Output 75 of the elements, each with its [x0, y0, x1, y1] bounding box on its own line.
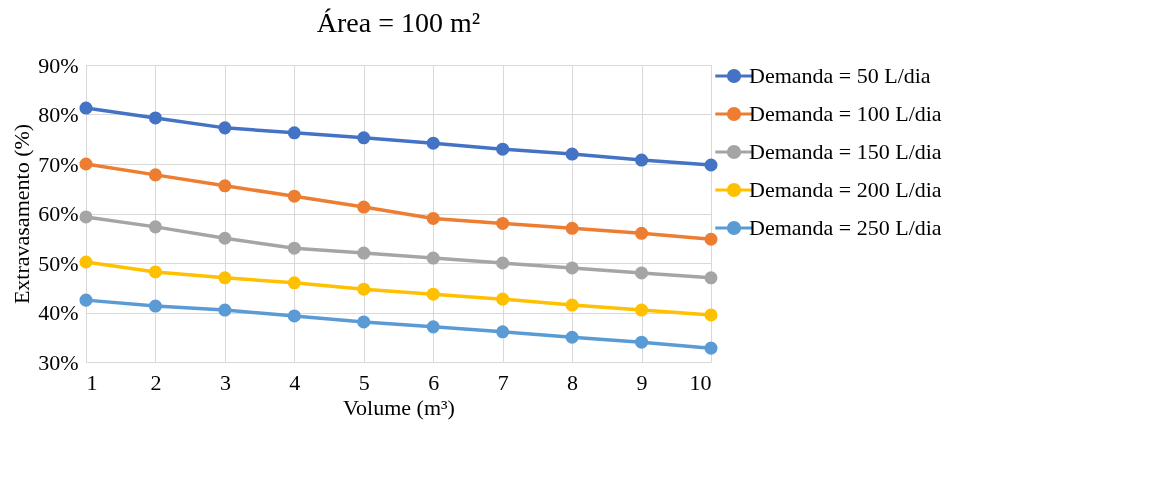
y-tick-label: 40%: [38, 300, 79, 325]
point: [565, 221, 579, 235]
point: [148, 168, 162, 182]
x-tick-label: 4: [289, 369, 301, 395]
point: [357, 200, 371, 214]
x-tick-label: 10: [689, 369, 712, 395]
point: [218, 271, 232, 285]
y-tick-label: 60%: [38, 201, 79, 226]
legend-label: Demanda = 250 L/dia: [749, 215, 942, 240]
legend-label: Demanda = 100 L/dia: [749, 101, 942, 126]
legend-label: Demanda = 200 L/dia: [749, 177, 942, 202]
point: [496, 325, 510, 339]
point: [426, 251, 440, 265]
y-tick-label: 70%: [38, 151, 79, 177]
point: [704, 308, 718, 322]
point: [79, 101, 93, 115]
point: [218, 121, 232, 135]
point: [635, 335, 649, 349]
point: [635, 266, 649, 280]
point: [287, 126, 301, 140]
legend-label: Demanda = 50 L/dia: [749, 63, 931, 88]
point: [148, 299, 162, 313]
point: [565, 330, 579, 344]
point: [426, 320, 440, 334]
x-tick-label: 6: [428, 369, 440, 395]
point: [218, 231, 232, 245]
point: [496, 256, 510, 270]
point: [635, 226, 649, 240]
point: [357, 282, 371, 296]
x-axis-title: Volume (m³): [343, 394, 455, 420]
point: [287, 276, 301, 290]
point: [148, 265, 162, 279]
point: [426, 136, 440, 150]
point: [79, 293, 93, 307]
x-tick-label: 1: [86, 369, 98, 395]
x-tick-label: 3: [219, 369, 231, 395]
x-tick-label: 7: [497, 369, 509, 395]
point: [635, 303, 649, 317]
point: [79, 157, 93, 171]
chart-title: Área = 100 m²: [316, 7, 481, 38]
point: [704, 232, 718, 246]
point: [218, 303, 232, 317]
point: [704, 158, 718, 172]
point: [357, 131, 371, 145]
point: [565, 261, 579, 275]
y-axis-title: Extravasamento (%): [9, 123, 35, 305]
point: [79, 255, 93, 269]
x-tick-label: 9: [636, 369, 648, 395]
legend-label: Demanda = 150 L/dia: [749, 139, 942, 164]
point: [635, 153, 649, 167]
point: [218, 179, 232, 193]
point: [287, 309, 301, 323]
y-tick-label: 50%: [38, 250, 79, 276]
x-tick-label: 8: [567, 369, 579, 395]
x-tick-label: 2: [150, 369, 162, 395]
point: [79, 210, 93, 224]
point: [704, 341, 718, 355]
x-tick-label: 5: [358, 369, 370, 395]
point: [565, 147, 579, 161]
point: [496, 292, 510, 306]
point: [426, 211, 440, 225]
point: [148, 220, 162, 234]
point: [496, 142, 510, 156]
point: [357, 246, 371, 260]
y-tick-label: 90%: [38, 52, 79, 78]
point: [287, 241, 301, 255]
y-tick-label: 80%: [38, 102, 79, 127]
point: [287, 189, 301, 203]
point: [148, 111, 162, 125]
y-tick-label: 30%: [38, 349, 79, 375]
point: [704, 271, 718, 285]
point: [426, 287, 440, 301]
point: [565, 298, 579, 312]
point: [357, 315, 371, 329]
point: [496, 216, 510, 230]
